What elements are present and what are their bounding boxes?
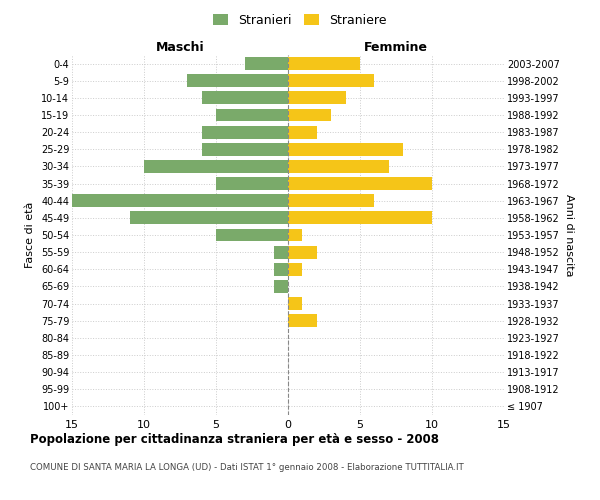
Bar [274,263,288,276]
Bar [288,228,302,241]
Bar [288,246,317,258]
Bar [216,177,288,190]
Bar [216,108,288,122]
Y-axis label: Anni di nascita: Anni di nascita [563,194,574,276]
Bar [274,280,288,293]
Bar [130,212,288,224]
Bar [288,160,389,173]
Bar [144,160,288,173]
Bar [187,74,288,87]
Bar [288,177,432,190]
Text: Maschi: Maschi [155,41,205,54]
Text: COMUNE DI SANTA MARIA LA LONGA (UD) - Dati ISTAT 1° gennaio 2008 - Elaborazione : COMUNE DI SANTA MARIA LA LONGA (UD) - Da… [30,462,464,471]
Bar [288,297,302,310]
Bar [216,228,288,241]
Bar [288,92,346,104]
Bar [288,143,403,156]
Bar [245,57,288,70]
Text: Popolazione per cittadinanza straniera per età e sesso - 2008: Popolazione per cittadinanza straniera p… [30,432,439,446]
Bar [72,194,288,207]
Bar [288,126,317,138]
Bar [288,57,360,70]
Bar [202,143,288,156]
Bar [288,263,302,276]
Text: Femmine: Femmine [364,41,428,54]
Bar [274,246,288,258]
Legend: Stranieri, Straniere: Stranieri, Straniere [208,8,392,32]
Bar [288,108,331,122]
Bar [288,194,374,207]
Bar [288,314,317,327]
Bar [202,126,288,138]
Bar [202,92,288,104]
Y-axis label: Fasce di età: Fasce di età [25,202,35,268]
Bar [288,74,374,87]
Bar [288,212,432,224]
